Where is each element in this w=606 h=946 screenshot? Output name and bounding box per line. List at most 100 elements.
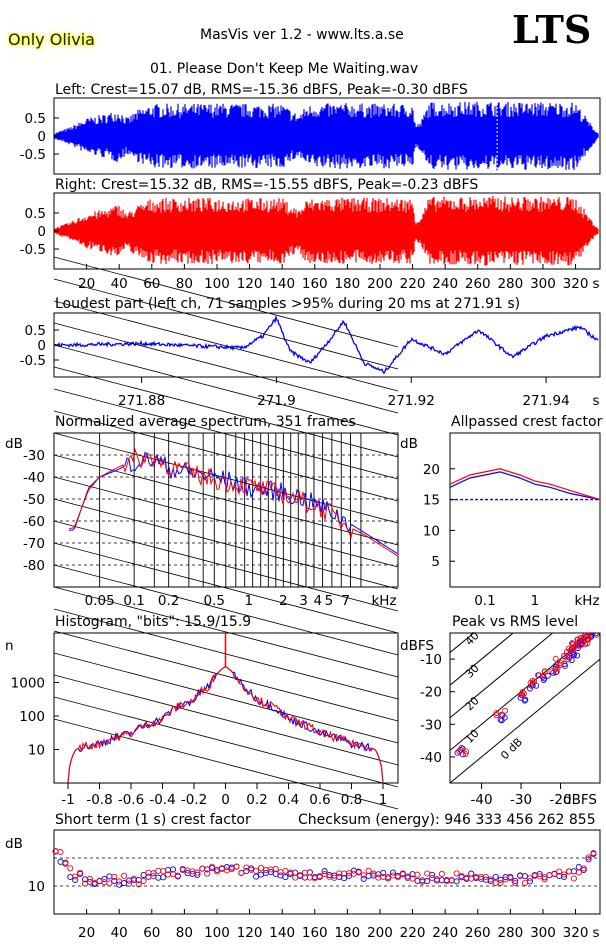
waveform-xtick-label: 140 [269,276,295,292]
crest-short-xtick-label: 160 [302,925,328,941]
crest-short-point [331,874,338,881]
loudest-x-unit: s [592,393,599,409]
crest-short-point [355,869,362,876]
spectrum-ytick-label: -60 [23,514,45,530]
crest-short-point [365,872,372,880]
peak-rms-point [548,668,555,675]
left-channel-label: Left: Crest=15.07 dB, RMS=-15.36 dBFS, P… [55,82,468,98]
crest-short-point [565,868,573,875]
crest-short-xtick-label: 220 [400,925,426,941]
crest-short-point [590,849,597,857]
waveform-xtick-label: 180 [334,276,360,292]
spectrum-xtick-label: 4 [314,593,323,609]
allpass-ytick-label: 15 [423,493,440,509]
peak-rms-point [558,657,565,664]
crest-short-point [106,873,113,880]
checksum-label: Checksum (energy): 946 333 456 262 855 [298,812,596,828]
crest-short-point [541,876,548,883]
peak-rms-point [585,633,592,639]
spectrum-slope-line [53,300,399,392]
loudest-ytick-label: 0.5 [25,323,46,339]
waveform-x-unit: s [592,276,599,292]
crest-short-point [438,870,445,877]
peak-rms-point [565,656,572,663]
waveform-xtick-label: 300 [530,276,556,292]
crest-short-xtick-label: 200 [367,925,393,941]
peak-rms-point [563,648,570,655]
crest-short-point [155,867,162,874]
allpass-left-line [449,471,601,501]
histogram-xtick-label: 0.4 [278,792,299,808]
crest-short-point [321,870,328,878]
app-title: MasVis ver 1.2 - www.lts.a.se [200,27,404,43]
crest-short-point [580,865,587,872]
histogram-xtick-label: 0.8 [341,792,362,808]
crest-short-y-unit: dB [5,836,23,852]
loudest-xtick-label: 271.9 [257,393,296,409]
crest-short-point [297,872,304,879]
peak-rms-ytick-label: -30 [420,717,442,733]
crest-short-point [72,876,79,884]
track-title: 01. Please Don't Keep Me Waiting.wav [150,61,419,77]
spectrum-xtick-label: 0.1 [123,593,144,609]
spectrum-slope-line [53,718,399,810]
crest-short-point [155,874,162,881]
histogram-ytick-label: 10 [28,742,45,758]
peak-rms-crest-label: 10 [463,727,482,746]
histogram-xtick-label: -1 [61,792,74,808]
spectrum-xtick-label: 5 [325,593,334,609]
waveform-xtick-label: 80 [176,276,193,292]
spectrum-xtick-label: 0.05 [85,593,115,609]
crest-short-point [282,874,289,881]
allpass-x-unit: kHz [574,593,599,609]
crest-short-point [375,874,382,881]
crest-short-xtick-label: 20 [78,925,95,941]
crest-short-point [561,873,568,880]
crest-short-point [556,868,563,875]
histogram-y-unit: n [5,638,14,654]
right-waveform-trace [54,196,599,266]
crest-short-point [360,872,367,879]
crest-short-point [321,868,328,875]
crest-short-point [570,875,577,882]
left-waveform-ytick-label: 0 [37,129,46,145]
crest-short-point [389,869,397,876]
crest-short-point [399,871,406,878]
crest-short-point [77,869,84,876]
peak-rms-point [565,645,572,652]
crest-short-point [306,874,313,881]
histogram-ytick-label: 100 [19,709,45,725]
crest-short-xtick-label: 180 [334,925,360,941]
peak-rms-ytick-label: -10 [420,652,442,668]
histogram-xtick-label: 0.6 [309,792,330,808]
crest-short-point [209,863,216,870]
waveform-xtick-label: 260 [465,276,491,292]
crest-short-point [204,870,211,877]
crest-short-point [424,878,431,885]
peak-rms-point [583,636,590,643]
waveform-xtick-label: 320 [563,276,589,292]
spectrum-slope-line [53,476,399,568]
crest-short-point [282,867,289,874]
crest-short-point [468,870,475,877]
crest-short-point [561,871,568,878]
crest-short-point [272,865,279,872]
crest-short-point [433,876,441,883]
crest-short-point [292,874,299,881]
waveform-xtick-label: 200 [367,276,393,292]
waveform-xtick-label: 220 [400,276,426,292]
spectrum-slope-line [53,696,399,788]
crest-short-point [253,873,260,880]
peak-rms-crest-label: 20 [463,694,482,713]
peak-rms-point [580,636,587,643]
crest-short-point [341,875,348,882]
crest-short-point [482,873,489,881]
crest-short-point [238,869,245,877]
crest-short-point [448,877,455,884]
spectrum-ytick-label: -40 [23,470,45,486]
spectrum-slope-line [53,322,399,414]
crest-short-point [575,864,582,871]
crest-short-point [213,868,221,875]
crest-short-point [160,874,167,881]
crest-short-point [580,866,587,874]
